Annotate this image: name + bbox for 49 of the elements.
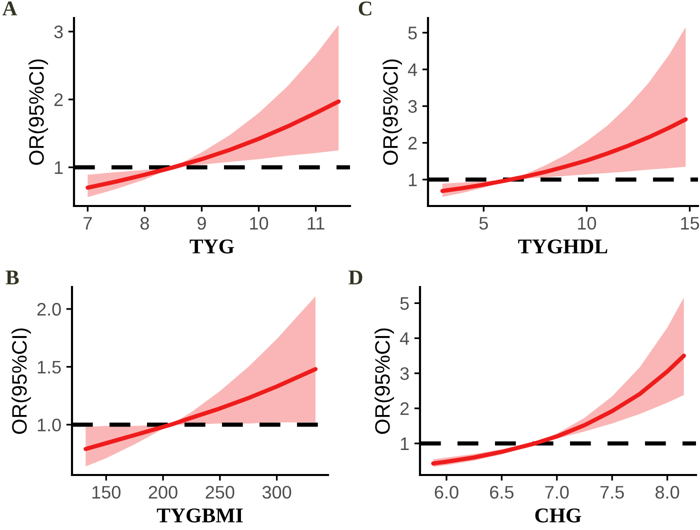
line-series	[86, 99, 341, 190]
y-tick-label: 2	[54, 93, 63, 106]
y-tick-label: 3	[400, 367, 409, 380]
y-tick-label: 1.5	[38, 360, 61, 374]
y-tick-label: 1	[54, 161, 63, 174]
x-tick-label: 7.0	[545, 486, 569, 499]
x-tick-label: 200	[148, 486, 178, 499]
line-series	[431, 354, 686, 466]
x-axis-title: TYG	[190, 239, 234, 254]
x-axis-title: TYGBMI	[156, 508, 243, 522]
y-tick-label: 2.0	[37, 302, 61, 316]
chart-title: B	[6, 270, 19, 284]
x-tick-label: 9	[198, 216, 206, 230]
y-axis-title: OR(95%CI)	[12, 328, 31, 434]
y-axis-title: OR(95%CI)	[28, 59, 48, 165]
x-tick-label: 15	[681, 217, 700, 230]
y-tick-label: 4	[400, 332, 410, 345]
line-series	[84, 367, 318, 452]
y-tick-label: 4	[408, 64, 418, 76]
x-tick-label: 7.5	[600, 486, 624, 499]
x-axis-title: TYGHDL	[518, 239, 608, 254]
x-tick-label: 250	[206, 486, 234, 499]
x-tick-label: 6.5	[490, 486, 514, 499]
x-tick-label: 6.0	[434, 486, 458, 499]
chart-title: D	[348, 270, 362, 284]
y-tick-label: 3	[54, 26, 63, 38]
y-tick-label: 1	[400, 438, 409, 450]
x-tick-label: 10	[578, 216, 596, 230]
chart-title: C	[358, 2, 372, 16]
y-axis-title: OR(95%CI)	[382, 59, 402, 165]
x-tick-label: 8.0	[656, 486, 680, 499]
y-tick-label: 1	[408, 174, 417, 186]
x-tick-label: 7	[84, 217, 92, 230]
y-tick-label: 1.0	[38, 418, 61, 432]
y-tick-label: 3	[408, 100, 417, 113]
y-axis-title: OR(95%CI)	[374, 328, 394, 434]
x-tick-label: 11	[308, 217, 324, 230]
x-axis-title: CHG	[535, 508, 582, 522]
x-tick-label: 10	[250, 216, 268, 230]
x-tick-label: 8	[140, 216, 149, 230]
y-tick-label: 2	[400, 402, 409, 415]
y-tick-label: 5	[400, 297, 409, 310]
y-tick-label: 2	[408, 136, 417, 150]
chart-title: A	[2, 2, 18, 16]
y-tick-label: 5	[408, 26, 417, 40]
x-tick-label: 5	[479, 217, 488, 230]
x-tick-label: 300	[262, 486, 292, 499]
line-series	[440, 117, 688, 194]
x-tick-label: 150	[92, 486, 120, 499]
